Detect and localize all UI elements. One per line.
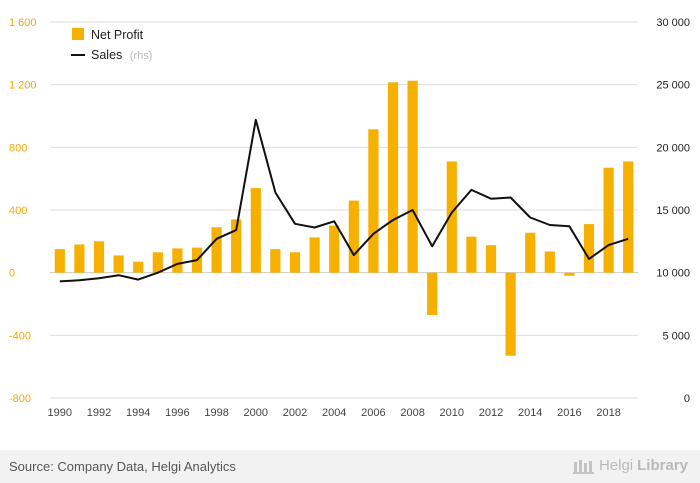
brand-logo: Helgi Library — [572, 457, 688, 474]
right-tick-label: 30 000 — [656, 17, 690, 29]
left-tick-label: -400 — [9, 330, 31, 342]
net-profit-bar — [309, 237, 320, 273]
net-profit-bar — [583, 224, 595, 273]
net-profit-bar — [54, 249, 65, 273]
legend-label-net-profit: Net Profit — [91, 28, 144, 42]
x-tick-label: 2010 — [440, 407, 464, 419]
net-profit-bar — [485, 245, 497, 273]
x-tick-label: 2004 — [322, 407, 346, 419]
combo-chart: -800 -400 0 400 800 1 200 1 600 0 5 000 10 000 15… — [9, 17, 690, 419]
x-tick-label: 1992 — [87, 407, 111, 419]
net-profit-bar — [231, 219, 242, 273]
net-profit-bar — [250, 188, 261, 273]
legend-marker-net-profit — [72, 28, 84, 40]
left-axis-ticks: -800 -400 0 400 800 1 200 1 600 — [9, 17, 37, 405]
sales-line-layer — [59, 118, 629, 283]
net-profit-bar — [211, 227, 222, 273]
source-note: Source: Company Data, Helgi Analytics — [9, 459, 236, 474]
legend-label-sales-sub: (rhs) — [130, 50, 153, 62]
legend: Net Profit Sales (rhs) — [71, 28, 152, 62]
x-tick-label: 2002 — [283, 407, 307, 419]
net-profit-bar — [427, 272, 438, 315]
net-profit-bar — [564, 272, 575, 276]
right-axis-ticks: 0 5 000 10 000 15 000 20 000 25 000 30 000 — [656, 17, 690, 405]
x-tick-label: 1994 — [126, 407, 150, 419]
x-tick-label: 2008 — [400, 407, 424, 419]
net-profit-bar — [329, 225, 340, 273]
right-tick-label: 20 000 — [656, 142, 690, 154]
x-tick-label: 1990 — [48, 407, 72, 419]
net-profit-bar — [407, 80, 418, 273]
net-profit-bar — [446, 161, 457, 273]
net-profit-bar — [505, 272, 516, 356]
left-tick-label: -800 — [9, 393, 31, 405]
right-tick-label: 10 000 — [656, 268, 690, 280]
net-profit-bar — [289, 252, 301, 273]
net-profit-bar — [113, 255, 124, 273]
net-profit-bar — [544, 251, 555, 273]
left-tick-label: 400 — [9, 205, 27, 217]
legend-label-sales: Sales (rhs) — [91, 48, 152, 62]
net-profit-bar — [133, 261, 144, 273]
legend-label-sales-main: Sales — [91, 48, 122, 62]
net-profit-bar — [623, 161, 634, 273]
right-tick-label: 25 000 — [656, 80, 690, 92]
x-tick-label: 1998 — [204, 407, 228, 419]
brand-name-light: Helgi — [598, 457, 634, 474]
net-profit-bar — [74, 244, 85, 273]
net-profit-bar — [603, 167, 614, 273]
net-profit-bar — [368, 129, 379, 273]
x-tick-label: 1996 — [165, 407, 189, 419]
gridlines — [50, 21, 638, 399]
left-tick-label: 1 200 — [9, 80, 37, 92]
x-tick-label: 2014 — [518, 407, 542, 419]
brand-name-bold: Library — [637, 457, 688, 474]
right-tick-label: 0 — [684, 393, 690, 405]
net-profit-bar — [270, 249, 281, 273]
net-profit-bar — [466, 236, 477, 273]
left-tick-label: 800 — [9, 142, 27, 154]
footer: Source: Company Data, Helgi Analytics He… — [0, 450, 700, 483]
net-profit-bar — [525, 232, 536, 273]
net-profit-bar — [348, 200, 359, 273]
x-tick-label: 2006 — [361, 407, 385, 419]
library-icon — [572, 459, 594, 474]
right-tick-label: 15 000 — [656, 205, 690, 217]
sales-line — [59, 118, 629, 283]
left-tick-label: 1 600 — [9, 17, 37, 29]
net-profit-bars — [54, 80, 634, 356]
net-profit-bar — [93, 241, 105, 273]
x-tick-label: 2016 — [557, 407, 581, 419]
net-profit-bar — [387, 82, 399, 273]
net-profit-bar — [172, 248, 183, 273]
x-tick-label: 2000 — [244, 407, 268, 419]
x-axis-ticks: 1990 1992 1994 1996 1998 2000 2002 2004 2006 2008… — [48, 407, 621, 419]
left-tick-label: 0 — [9, 268, 15, 280]
right-tick-label: 5 000 — [662, 330, 690, 342]
x-tick-label: 2012 — [479, 407, 503, 419]
net-profit-bar — [152, 252, 163, 273]
x-tick-label: 2018 — [596, 407, 620, 419]
